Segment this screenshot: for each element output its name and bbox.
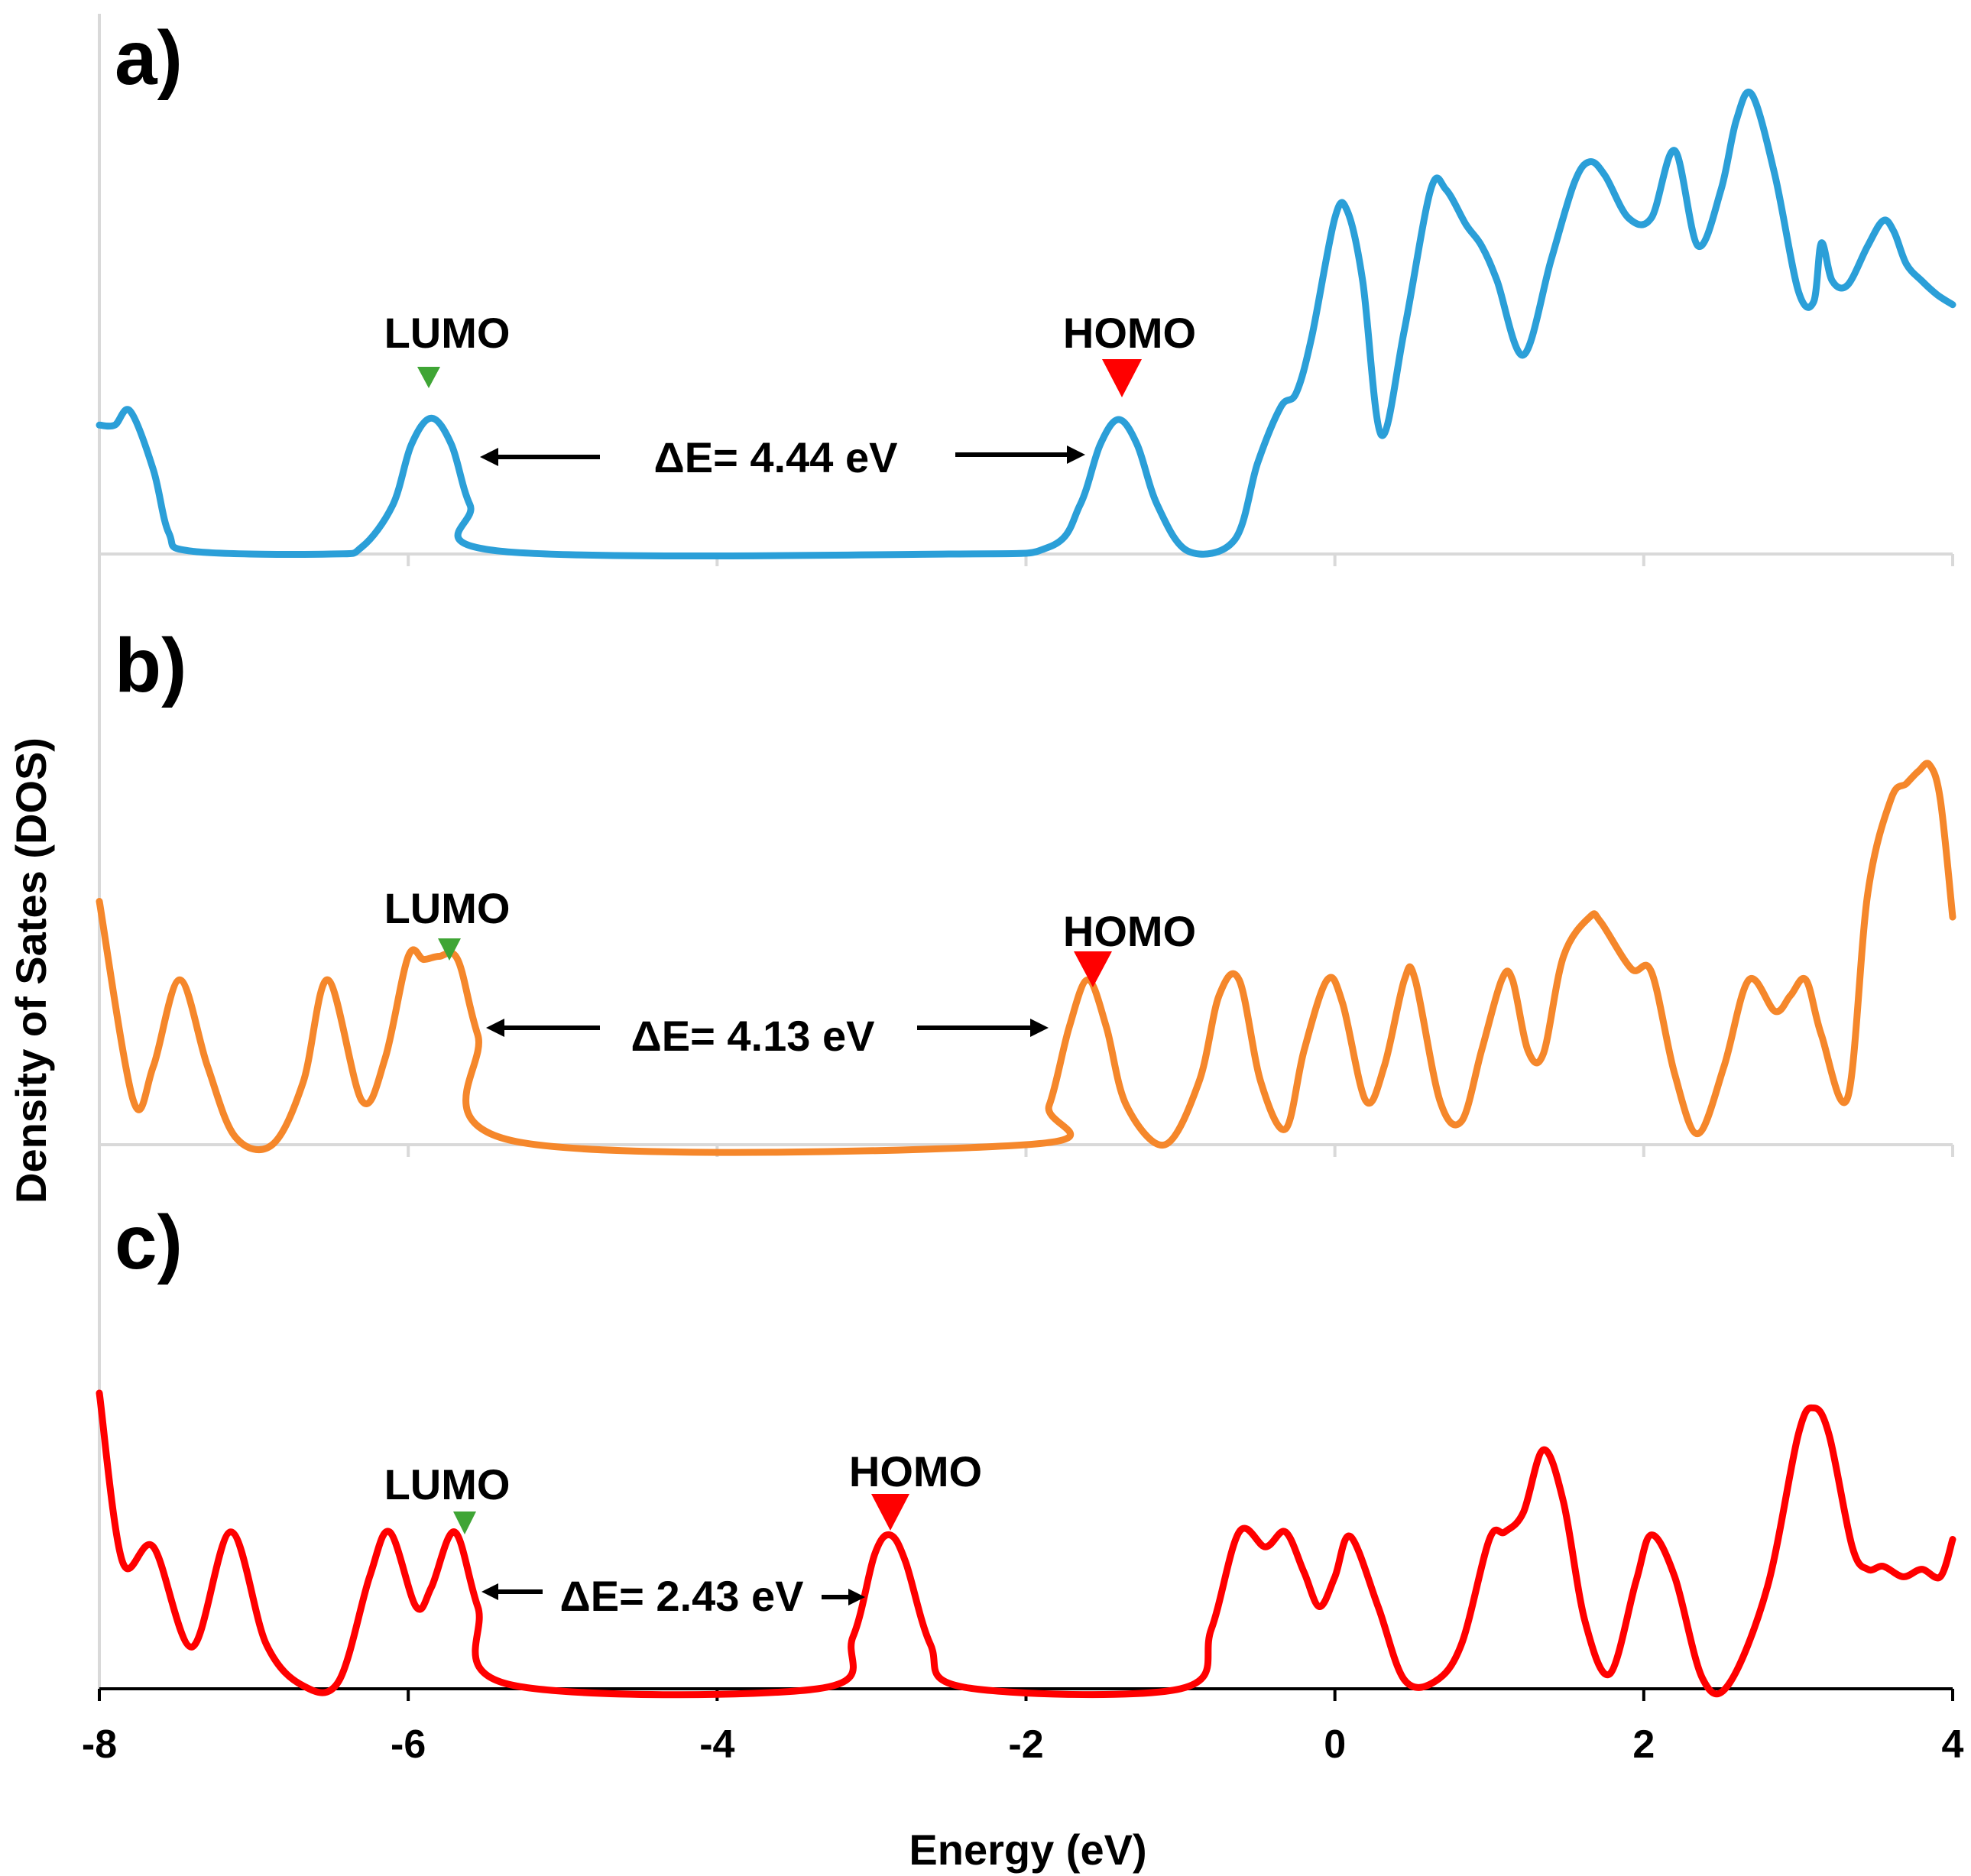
x-tick-label: -6 [391,1722,426,1767]
panel-a-homo-label: HOMO [1063,309,1196,357]
panel-c-lumo-marker [453,1511,476,1534]
panel-b-gap-arrowhead-left [486,1019,504,1037]
dos-curve-panel-c [96,1389,1956,1699]
panel-c-homo-marker [871,1494,909,1531]
panel-c-gap-arrowhead-left [481,1583,498,1600]
dos-curve-panel-b [96,760,1956,1156]
y-axis-title: Density of Sates (DOS) [7,737,55,1204]
x-tick-label: -4 [699,1722,734,1767]
x-tick-labels: -8 -6 -4 -2 0 2 4 [82,1722,1964,1767]
panel-a-lumo-marker [417,367,440,388]
panel-c-gap-arrowhead-right [848,1589,865,1605]
panel-a-gap-arrowhead-left [480,448,498,466]
panel-b-gap-arrowhead-right [1030,1019,1049,1037]
panel-c-gap-label: ΔE= 2.43 eV [560,1572,804,1620]
x-tick-label: -8 [82,1722,117,1767]
dos-curve-panel-a [96,89,1956,560]
panel-c-lumo-label: LUMO [384,1460,511,1508]
panel-a-gap-label: ΔE= 4.44 eV [654,433,898,481]
panel-b-lumo-label: LUMO [384,884,511,932]
panel-c-label: c) [115,1200,183,1285]
panel-b-homo-marker [1074,951,1112,987]
panel-a-homo-marker [1102,359,1142,397]
x-tick-label: 4 [1942,1722,1964,1767]
panel-a-label: a) [115,15,183,101]
panel-a-gap-arrowhead-right [1067,446,1085,464]
x-tick-label: 2 [1632,1722,1655,1767]
panel-a-lumo-label: LUMO [384,309,511,357]
x-axis-title: Energy (eV) [909,1826,1146,1874]
panel-b-label: b) [115,623,186,708]
x-ticks [98,554,1954,1701]
panel-b-gap-label: ΔE= 4.13 eV [631,1012,875,1060]
panel-c-homo-label: HOMO [849,1447,982,1495]
x-tick-label: -2 [1008,1722,1043,1767]
dos-curves [96,89,1956,1699]
x-tick-label: 0 [1324,1722,1346,1767]
panel-b-homo-label: HOMO [1063,907,1196,955]
panel-b-lumo-marker [438,938,461,961]
